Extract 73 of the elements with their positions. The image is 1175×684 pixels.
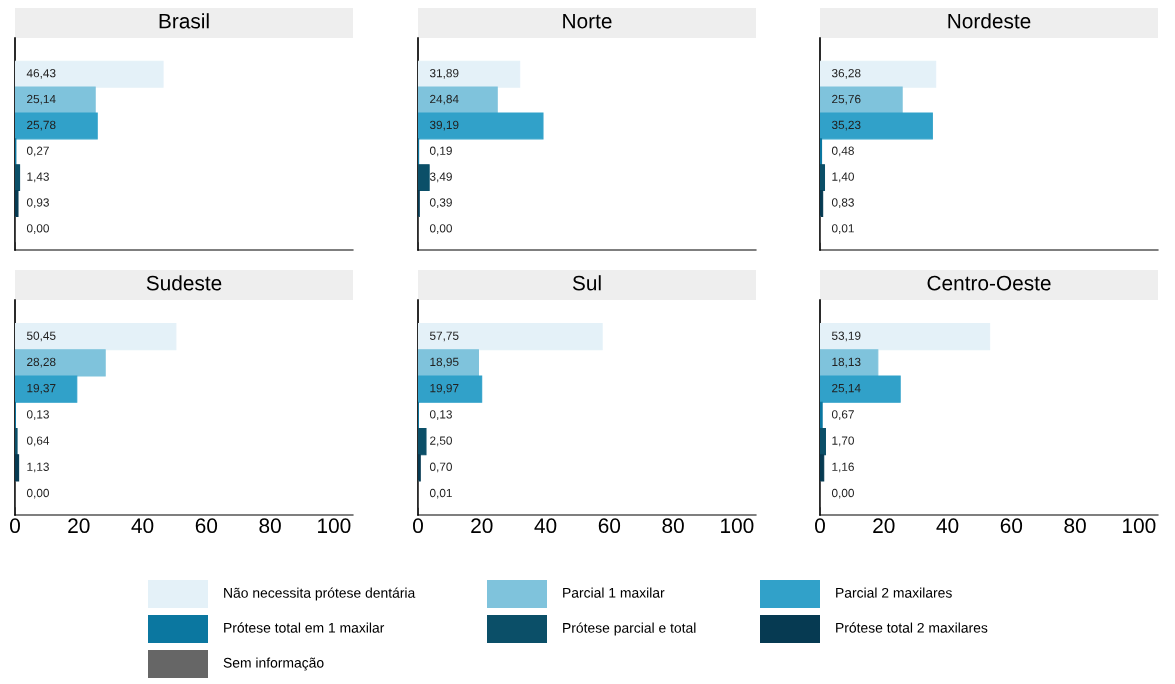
data-label: 53,19 [831, 331, 861, 342]
legend-label: Sem informação [223, 657, 324, 671]
data-label: 1,16 [832, 462, 854, 473]
data-label: 0,93 [26, 198, 49, 209]
x-tick-label: 100 [1123, 518, 1156, 534]
legend-label: Prótese total em 1 maxilar [224, 622, 385, 633]
x-tick-label: 60 [1000, 518, 1023, 534]
chart-title: Sudeste [146, 275, 222, 291]
data-label: 0,13 [26, 410, 49, 420]
x-tick-label: 0 [413, 518, 423, 534]
data-label: 25,76 [832, 94, 861, 105]
data-label: 25,78 [27, 120, 56, 131]
data-label: 46,43 [26, 69, 56, 79]
x-tick-label: 40 [936, 518, 959, 534]
data-label: 35,23 [831, 120, 861, 131]
data-label: 1,40 [832, 172, 854, 183]
data-label: 0,70 [429, 462, 452, 473]
legend-label: Não necessita prótese dentária [224, 587, 416, 601]
chart-title: Norte [563, 13, 612, 29]
x-tick-label: 60 [195, 518, 218, 534]
data-label: 25,14 [832, 383, 861, 394]
data-label: 31,89 [429, 69, 459, 79]
x-tick-label: 100 [721, 518, 754, 534]
data-label: 0,01 [831, 224, 854, 234]
data-label: 0,01 [429, 488, 452, 499]
data-label: 0,00 [26, 224, 49, 234]
data-label: 25,14 [27, 94, 56, 105]
data-label: 0,19 [429, 146, 452, 157]
data-label: 18,95 [430, 357, 459, 368]
data-label: 24,84 [430, 94, 459, 105]
data-label: 18,13 [832, 357, 861, 368]
data-label: 0,67 [831, 410, 854, 420]
x-tick-label: 20 [873, 518, 895, 534]
x-tick-label: 0 [815, 518, 825, 534]
legend-label: Parcial 2 maxilares [836, 587, 952, 598]
x-tick-label: 100 [318, 518, 351, 534]
data-label: 39,19 [429, 120, 459, 131]
x-tick-label: 20 [471, 518, 493, 534]
data-label: 0,64 [26, 436, 50, 447]
chart-title: Centro-Oeste [927, 275, 1051, 291]
data-label: 0,00 [26, 488, 49, 499]
x-tick-label: 40 [534, 518, 557, 534]
data-label: 0,27 [26, 146, 49, 157]
x-tick-label: 80 [259, 518, 281, 534]
chart-title: Brasil [159, 13, 209, 29]
chart-title: Sul [572, 275, 601, 291]
data-label: 0,00 [831, 488, 854, 499]
x-tick-label: 60 [598, 518, 621, 534]
data-label: 19,37 [27, 383, 56, 394]
data-label: 0,13 [429, 410, 452, 420]
data-label: 1,13 [27, 462, 49, 473]
x-tick-label: 80 [1064, 518, 1086, 534]
legend-label: Prótese total 2 maxilares [836, 622, 988, 633]
data-label: 0,83 [831, 198, 854, 209]
data-label: 19,97 [430, 383, 459, 394]
x-tick-label: 20 [68, 518, 90, 534]
data-label: 0,00 [429, 224, 452, 234]
data-label: 0,39 [429, 198, 452, 209]
data-label: 36,28 [831, 69, 861, 79]
legend-label: Prótese parcial e total [563, 622, 696, 636]
data-label: 2,50 [430, 436, 452, 447]
legend-label: Parcial 1 maxilar [563, 587, 665, 598]
data-label: 3,49 [429, 172, 452, 183]
data-label: 1,70 [832, 436, 854, 447]
x-tick-label: 0 [10, 518, 20, 534]
x-tick-label: 80 [662, 518, 684, 534]
data-label: 0,48 [831, 146, 854, 157]
data-label: 28,28 [27, 357, 56, 368]
data-label: 1,43 [27, 172, 49, 183]
x-tick-label: 40 [131, 518, 154, 534]
chart-title: Nordeste [948, 13, 1031, 29]
data-label: 57,75 [429, 331, 459, 342]
data-label: 50,45 [26, 331, 56, 342]
